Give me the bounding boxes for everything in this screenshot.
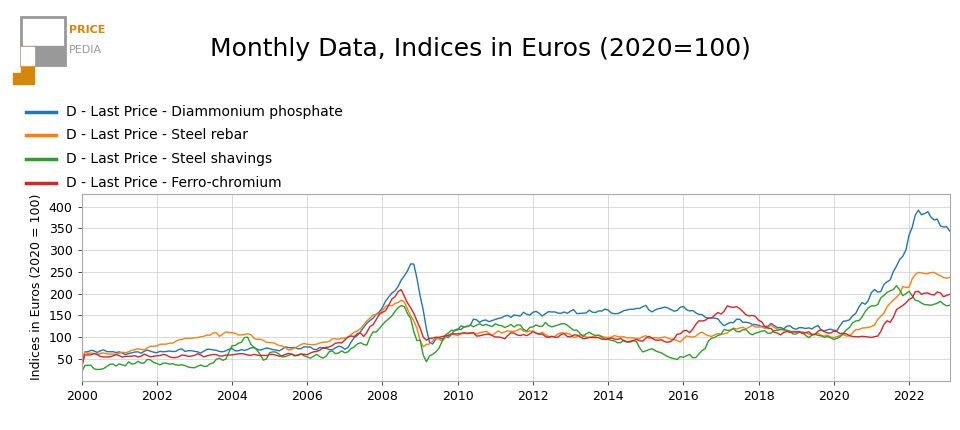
D - Last Price - Ferro-chromium bbox=[110, 352, 122, 357]
Bar bbox=[21, 46, 65, 64]
D - Last Price - Diammonium phosphate bbox=[794, 325, 805, 330]
D - Last Price - Ferro-chromium bbox=[794, 329, 805, 334]
D - Last Price - Steel rebar bbox=[953, 273, 960, 278]
Polygon shape bbox=[12, 47, 34, 84]
D - Last Price - Steel shavings bbox=[891, 283, 902, 288]
D - Last Price - Ferro-chromium bbox=[953, 297, 960, 302]
D - Last Price - Steel rebar bbox=[928, 270, 940, 275]
D - Last Price - Steel shavings bbox=[568, 328, 580, 333]
D - Last Price - Diammonium phosphate bbox=[790, 327, 802, 332]
D - Last Price - Steel shavings bbox=[794, 329, 805, 335]
D - Last Price - Ferro-chromium bbox=[396, 287, 407, 292]
D - Last Price - Steel shavings bbox=[790, 331, 802, 336]
D - Last Price - Steel rebar bbox=[790, 329, 802, 335]
Text: D - Last Price - Steel rebar: D - Last Price - Steel rebar bbox=[66, 128, 249, 142]
D - Last Price - Diammonium phosphate bbox=[483, 319, 494, 324]
D - Last Price - Diammonium phosphate bbox=[110, 350, 122, 355]
D - Last Price - Steel shavings bbox=[110, 363, 122, 369]
Text: D - Last Price - Steel shavings: D - Last Price - Steel shavings bbox=[66, 152, 273, 166]
D - Last Price - Steel shavings bbox=[76, 370, 87, 375]
Line: D - Last Price - Steel rebar: D - Last Price - Steel rebar bbox=[82, 273, 959, 367]
D - Last Price - Diammonium phosphate bbox=[953, 235, 960, 240]
D - Last Price - Ferro-chromium bbox=[487, 333, 498, 338]
Line: D - Last Price - Steel shavings: D - Last Price - Steel shavings bbox=[82, 286, 959, 372]
D - Last Price - Steel rebar bbox=[76, 364, 87, 369]
D - Last Price - Steel shavings bbox=[483, 323, 494, 328]
Text: D - Last Price - Ferro-chromium: D - Last Price - Ferro-chromium bbox=[66, 175, 282, 190]
Text: PEDIA: PEDIA bbox=[69, 45, 103, 55]
Text: Monthly Data, Indices in Euros (2020=100): Monthly Data, Indices in Euros (2020=100… bbox=[209, 37, 751, 61]
Bar bbox=[21, 47, 34, 64]
D - Last Price - Steel rebar bbox=[794, 329, 805, 335]
D - Last Price - Diammonium phosphate bbox=[76, 363, 87, 369]
D - Last Price - Diammonium phosphate bbox=[913, 208, 924, 213]
D - Last Price - Steel rebar bbox=[568, 335, 580, 340]
Text: D - Last Price - Diammonium phosphate: D - Last Price - Diammonium phosphate bbox=[66, 104, 343, 119]
Bar bbox=[21, 17, 65, 64]
D - Last Price - Steel rebar bbox=[483, 331, 494, 336]
D - Last Price - Steel shavings bbox=[264, 350, 276, 355]
D - Last Price - Steel shavings bbox=[953, 307, 960, 312]
Line: D - Last Price - Ferro-chromium: D - Last Price - Ferro-chromium bbox=[82, 289, 959, 368]
D - Last Price - Ferro-chromium bbox=[76, 365, 87, 370]
Y-axis label: Indices in Euros (2020 = 100): Indices in Euros (2020 = 100) bbox=[30, 194, 43, 380]
D - Last Price - Ferro-chromium bbox=[797, 331, 808, 336]
Text: PRICE: PRICE bbox=[69, 25, 106, 35]
D - Last Price - Steel rebar bbox=[264, 340, 276, 345]
D - Last Price - Steel rebar bbox=[110, 352, 122, 357]
Line: D - Last Price - Diammonium phosphate: D - Last Price - Diammonium phosphate bbox=[82, 210, 959, 366]
D - Last Price - Ferro-chromium bbox=[571, 332, 583, 338]
D - Last Price - Diammonium phosphate bbox=[264, 346, 276, 351]
D - Last Price - Diammonium phosphate bbox=[568, 307, 580, 312]
D - Last Price - Ferro-chromium bbox=[264, 352, 276, 357]
